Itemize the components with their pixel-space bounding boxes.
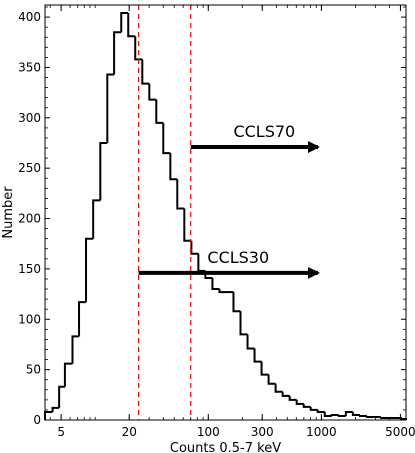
x-tick-label: 20 <box>122 425 137 439</box>
y-tick-label: 200 <box>18 212 41 226</box>
histogram-bin <box>379 416 388 419</box>
y-tick-label: 400 <box>18 10 41 24</box>
histogram-bin <box>274 383 283 393</box>
histogram-bin <box>239 311 248 336</box>
histogram-bin <box>358 414 367 417</box>
histogram-bin <box>120 12 129 33</box>
y-tick-label: 100 <box>18 312 41 326</box>
annotation-label: CCLS70 <box>233 122 295 141</box>
histogram-bin <box>365 415 374 418</box>
histogram-bin <box>162 122 171 155</box>
x-tick-label: 5 <box>57 425 65 439</box>
y-tick-label: 0 <box>33 413 41 427</box>
y-tick-label: 50 <box>26 363 41 377</box>
histogram-bin <box>63 362 73 387</box>
histogram-bin <box>190 240 199 255</box>
annotation-label: CCLS30 <box>207 248 269 267</box>
y-tick-label: 350 <box>18 60 41 74</box>
x-tick-label: 300 <box>251 425 274 439</box>
annotation-layer: CCLS70 CCLS30 <box>138 122 320 279</box>
x-axis-title: Counts 0.5-7 keV <box>170 441 281 453</box>
histogram-bin <box>253 348 262 363</box>
y-axis-title: Number <box>1 186 16 239</box>
histogram-bin <box>169 153 178 181</box>
histogram-bin <box>155 99 164 124</box>
histogram-bin <box>78 301 87 337</box>
histogram-bin <box>246 334 255 350</box>
histogram-bin <box>99 141 108 201</box>
histogram-bin <box>44 410 53 420</box>
ticks-layer: 0 50 100 150 200 250 300 350 400 5 20 100 300 1000 500… <box>18 5 415 439</box>
histogram-bin <box>141 59 150 85</box>
histogram-bin <box>323 411 332 417</box>
x-tick-label: 5000 <box>385 425 415 439</box>
histogram-bin <box>288 395 297 401</box>
y-tick-label: 150 <box>18 262 41 276</box>
histogram-bin <box>351 411 360 416</box>
histogram-bin <box>58 385 65 408</box>
histogram-bin <box>344 410 353 416</box>
histogram-bin <box>260 361 269 376</box>
histogram-bin <box>183 208 192 242</box>
data-layer <box>44 5 407 420</box>
y-tick-label: 300 <box>18 111 41 125</box>
histogram-bin <box>267 374 276 385</box>
x-tick-label: 1000 <box>306 425 337 439</box>
histogram-bin <box>302 403 311 408</box>
x-tick-label: 100 <box>197 425 220 439</box>
histogram-bin <box>197 253 206 272</box>
histogram-bin <box>316 409 325 413</box>
histogram-bin <box>337 414 346 417</box>
histogram-bin <box>71 335 80 364</box>
histogram-bin <box>106 73 115 143</box>
histogram-bin <box>309 406 318 411</box>
histogram-bin <box>51 406 60 412</box>
histogram-bin <box>134 36 143 61</box>
histogram-bin <box>148 83 157 101</box>
y-tick-label: 250 <box>18 161 41 175</box>
plot-frame <box>44 4 407 421</box>
histogram-bin <box>281 391 290 397</box>
histogram-bin <box>232 292 241 313</box>
histogram-bin <box>176 179 185 210</box>
histogram-bin <box>295 399 304 405</box>
histogram-bin <box>85 237 94 303</box>
histogram-bin <box>330 413 339 416</box>
histogram-bin <box>218 289 227 294</box>
histogram-bin <box>113 31 122 75</box>
histogram-bin <box>127 13 136 38</box>
histogram-bin <box>211 277 220 291</box>
histogram-bin <box>92 199 101 239</box>
